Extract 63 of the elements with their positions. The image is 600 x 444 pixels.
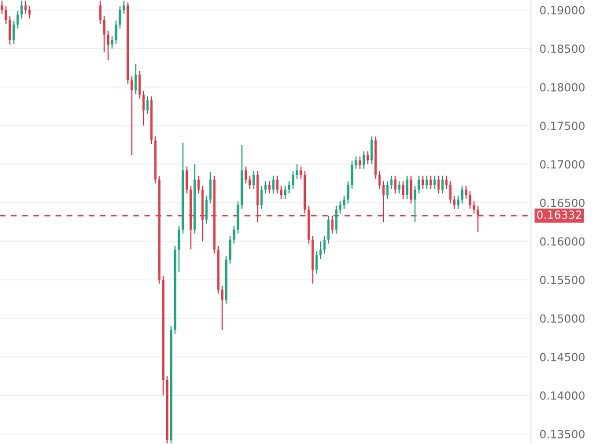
candlestick <box>103 16 106 53</box>
candlestick <box>272 175 275 194</box>
candlestick <box>370 136 373 165</box>
candlestick <box>130 76 133 156</box>
candlestick <box>406 175 408 200</box>
candlestick <box>288 180 290 194</box>
candlestick <box>110 36 114 50</box>
candlestick <box>315 250 318 274</box>
candlestick <box>138 70 141 100</box>
y-tick-label: 0.16500 <box>540 198 585 208</box>
candlestick <box>430 175 432 190</box>
candlestick <box>20 0 23 20</box>
y-tick-label: 0.14000 <box>540 391 585 400</box>
candlestick <box>346 180 350 204</box>
y-tick-label: 0.18000 <box>540 83 585 92</box>
candlestick <box>449 180 452 204</box>
candlestick <box>134 63 137 95</box>
candlestick <box>197 175 200 194</box>
candlestick <box>228 235 232 264</box>
candlestick <box>122 0 126 14</box>
candlestick <box>460 185 464 204</box>
y-tick-label: 0.15000 <box>540 314 585 323</box>
candlestick <box>358 156 362 170</box>
candlestick <box>186 166 188 194</box>
candlestick <box>422 175 424 190</box>
y-tick-label: 0.16000 <box>540 237 585 246</box>
y-tick-label: 0.15500 <box>540 276 585 284</box>
y-tick-label: 0.13500 <box>540 430 585 438</box>
candlestick <box>252 170 255 190</box>
candlestick <box>12 20 15 44</box>
candlestick <box>16 10 19 30</box>
candlestick <box>8 16 12 46</box>
candlestick <box>339 200 342 214</box>
y-tick-label: 0.17500 <box>540 122 585 130</box>
candlestick <box>457 195 460 210</box>
candlestick <box>366 150 369 165</box>
candlestick <box>300 166 302 180</box>
candlestick <box>398 180 400 194</box>
candlestick <box>418 175 420 194</box>
candlestick <box>4 6 8 24</box>
candlestick <box>390 175 393 190</box>
candlestick <box>453 195 456 210</box>
candlestick <box>426 175 428 190</box>
y-tick-label: 0.14500 <box>540 352 585 362</box>
y-tick-label: 0.19000 <box>540 6 585 14</box>
candlestick <box>248 175 251 190</box>
ref-line-label: 0.16332 <box>537 210 582 219</box>
candlestick <box>244 166 248 184</box>
candlestick <box>335 205 338 234</box>
y-tick-label: 0.18500 <box>540 44 585 53</box>
candlestick <box>433 175 436 190</box>
candlestick <box>394 175 396 194</box>
candlestick <box>276 175 278 194</box>
candlestick <box>362 150 366 170</box>
candlestick <box>284 185 286 200</box>
candlestick <box>342 195 346 210</box>
y-tick-label: 0.17000 <box>540 160 585 169</box>
candlestick <box>99 0 102 24</box>
candlestick <box>221 285 224 330</box>
candlestick <box>402 180 404 200</box>
candlestick <box>464 185 468 200</box>
candlestick <box>280 185 282 200</box>
candlestick <box>106 30 110 61</box>
